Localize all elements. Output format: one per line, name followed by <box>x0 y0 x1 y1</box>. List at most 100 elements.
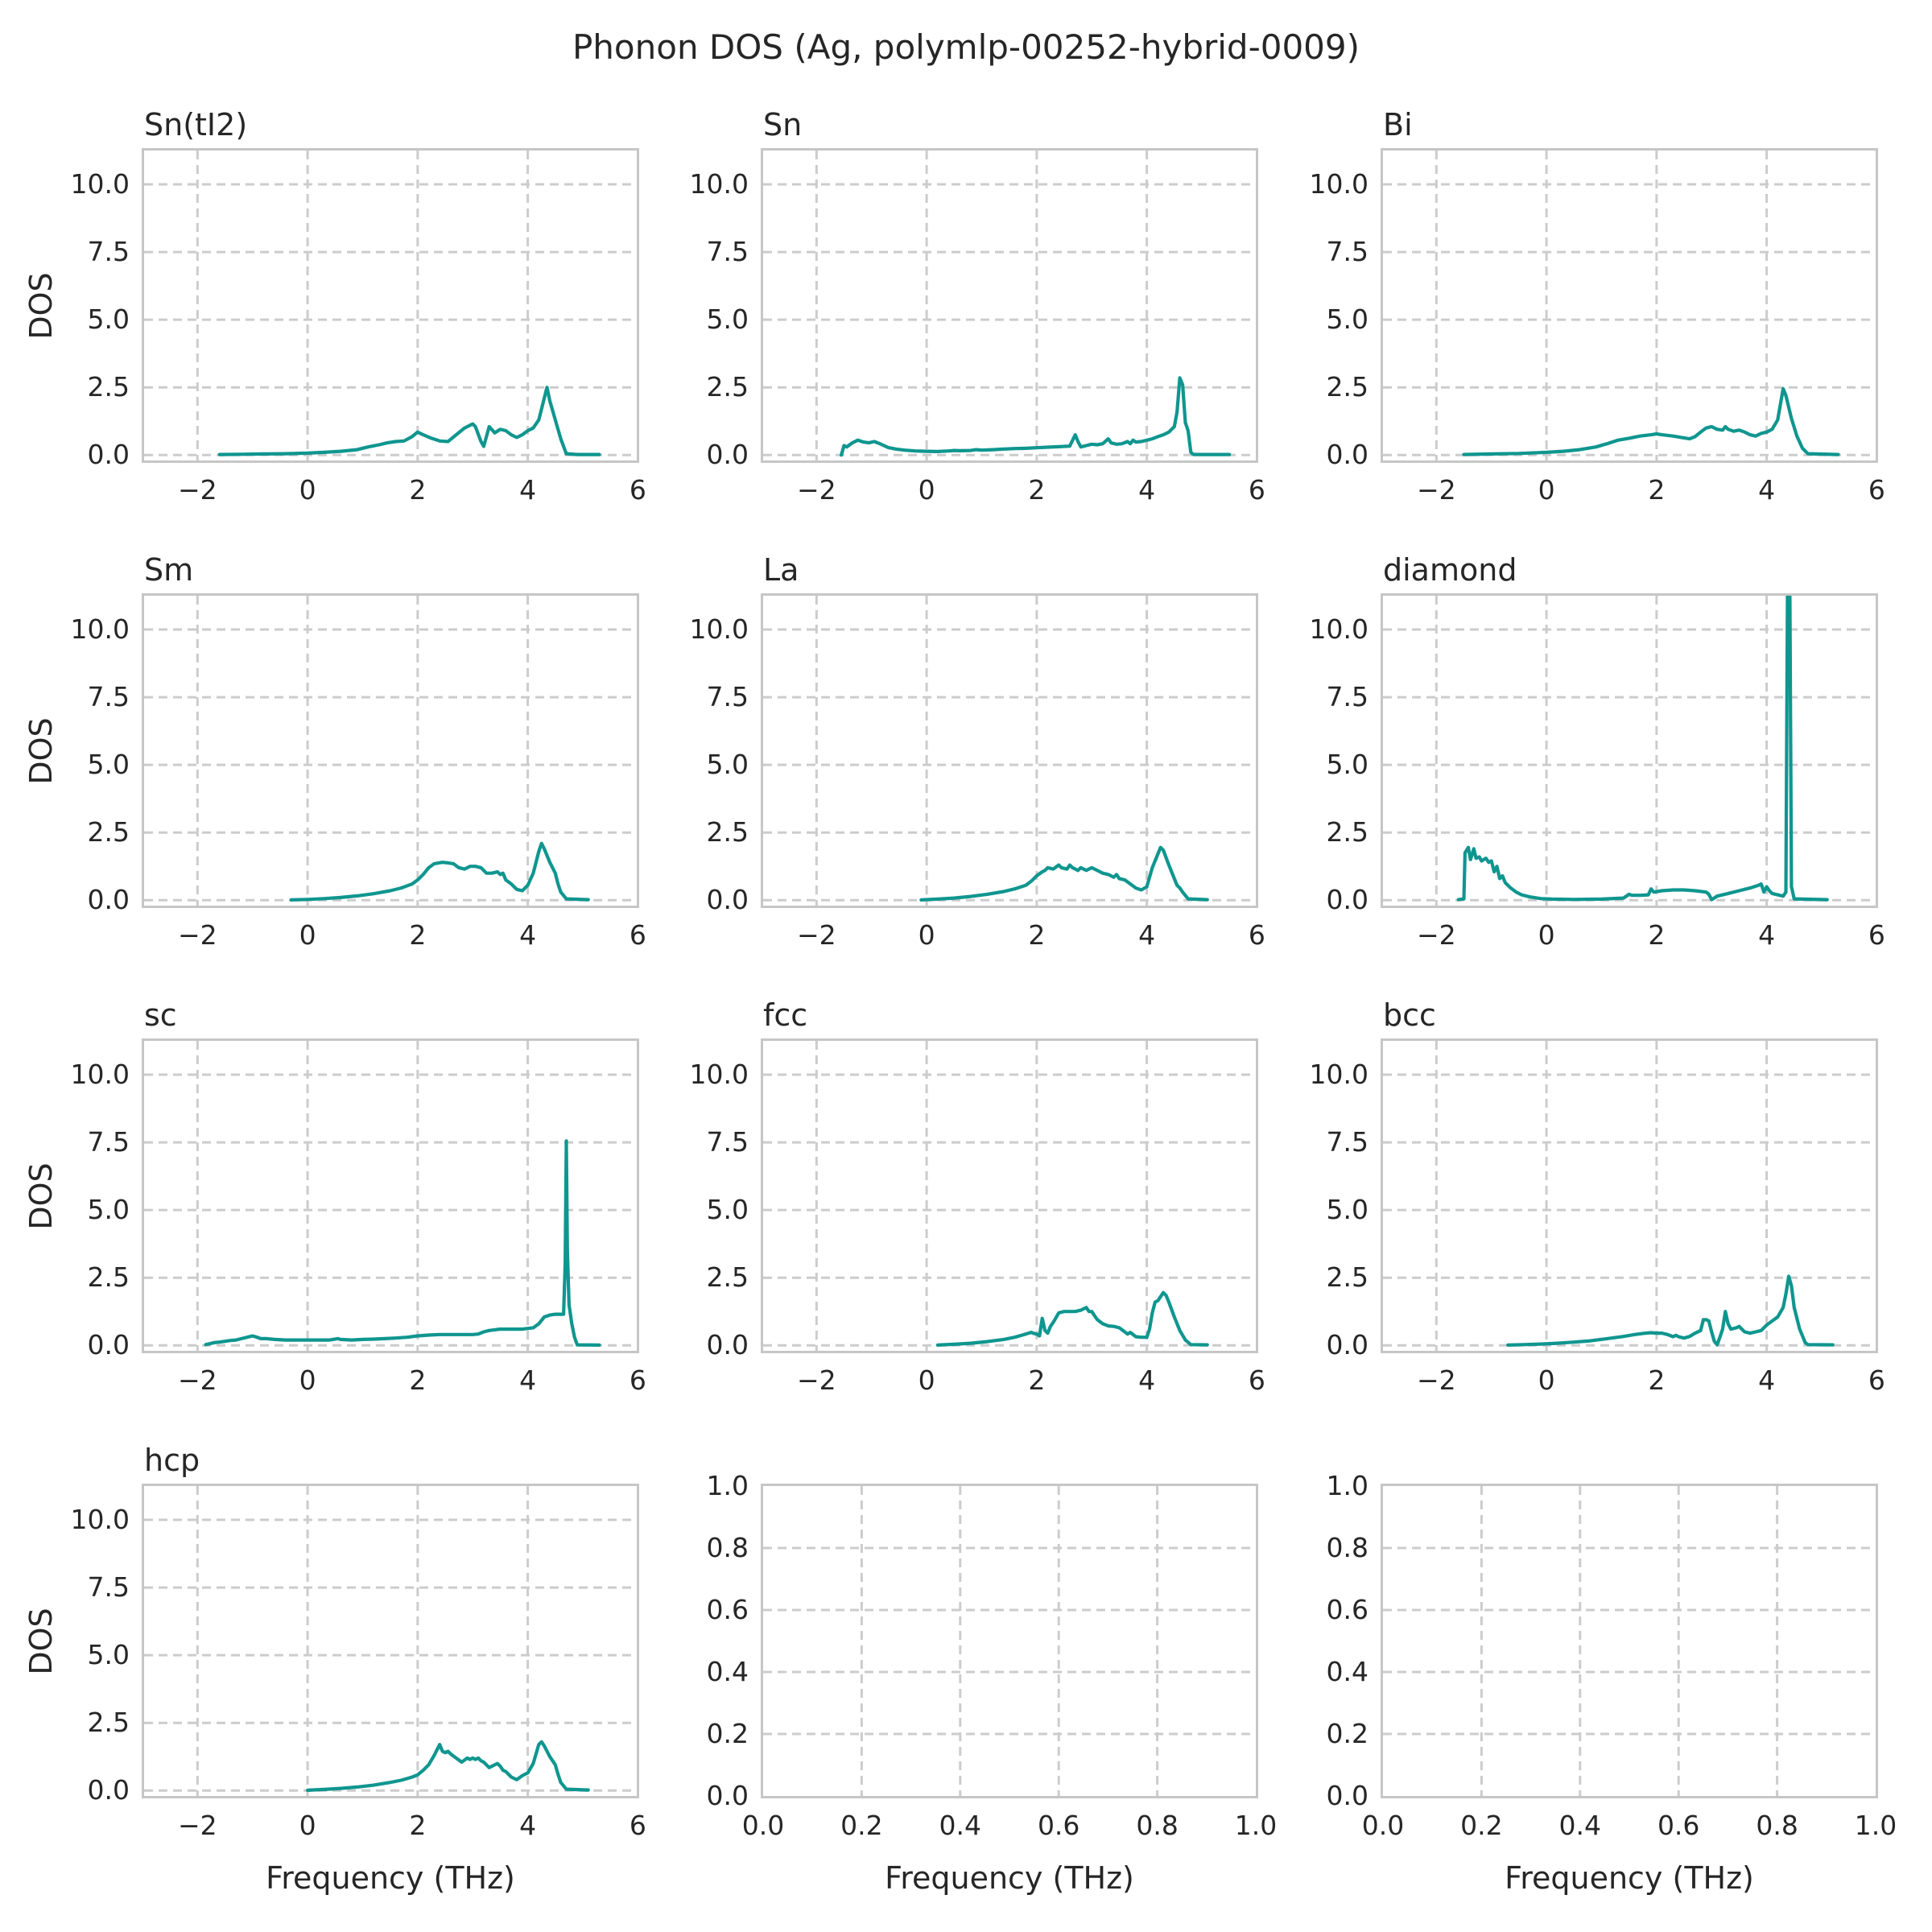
figure-title: Phonon DOS (Ag, polymlp-00252-hybrid-000… <box>572 27 1360 67</box>
x-tick-label-sc: 0 <box>299 1364 316 1396</box>
y-tick-label-sc: 10.0 <box>70 1059 130 1091</box>
x-tick-label-sc: −2 <box>178 1364 217 1396</box>
y-tick-label-sn: 2.5 <box>706 371 749 403</box>
x-axis-label-col1: Frequency (THz) <box>885 1860 1134 1896</box>
y-tick-label-sc: 2.5 <box>87 1261 130 1294</box>
y-tick-label-sm: 0.0 <box>87 884 130 916</box>
y-tick-label-empty-2: 0.0 <box>1326 1780 1368 1811</box>
x-tick-label-hcp: −2 <box>178 1810 217 1841</box>
y-tick-label-fcc: 10.0 <box>689 1059 749 1091</box>
y-axis-label-row3: DOS <box>23 1607 59 1675</box>
y-tick-label-sn-ti2: 5.0 <box>87 303 130 336</box>
y-tick-label-fcc: 2.5 <box>706 1261 749 1294</box>
x-tick-label-la: 0 <box>918 919 935 951</box>
y-tick-label-sn-ti2: 7.5 <box>87 236 130 268</box>
x-tick-label-sn: 0 <box>918 474 935 506</box>
subplot-title-sn: Sn <box>763 107 803 142</box>
dos-curve-bcc <box>1506 1274 1835 1347</box>
dos-curve-sn <box>840 376 1232 457</box>
axes-diamond <box>1381 593 1878 908</box>
x-tick-label-la: −2 <box>797 919 836 951</box>
y-tick-label-sc: 7.5 <box>87 1126 130 1158</box>
y-tick-label-empty-2: 0.4 <box>1326 1656 1368 1687</box>
plot-area-fcc <box>763 1041 1256 1351</box>
x-tick-label-fcc: 6 <box>1248 1364 1265 1396</box>
x-tick-label-sn-ti2: 4 <box>519 474 537 506</box>
axes-sn-ti2 <box>142 148 639 463</box>
subplot-title-fcc: fcc <box>763 997 808 1033</box>
y-tick-label-sn-ti2: 2.5 <box>87 371 130 403</box>
y-tick-label-empty-2: 1.0 <box>1326 1470 1368 1501</box>
x-tick-label-sm: 4 <box>519 919 537 951</box>
y-tick-label-empty-2: 0.6 <box>1326 1594 1368 1625</box>
x-tick-label-bi: −2 <box>1417 474 1456 506</box>
x-tick-label-bcc: 0 <box>1538 1364 1555 1396</box>
y-tick-label-diamond: 5.0 <box>1326 749 1368 781</box>
y-tick-label-sn-ti2: 0.0 <box>87 439 130 471</box>
x-tick-label-empty-1: 0.2 <box>840 1810 883 1841</box>
x-tick-label-sc: 4 <box>519 1364 537 1396</box>
y-tick-label-bi: 2.5 <box>1326 371 1368 403</box>
x-tick-label-diamond: 6 <box>1868 919 1885 951</box>
y-tick-label-bcc: 5.0 <box>1326 1194 1368 1226</box>
y-tick-label-fcc: 0.0 <box>706 1329 749 1361</box>
plot-area-sn <box>763 151 1256 460</box>
y-tick-label-bi: 7.5 <box>1326 236 1368 268</box>
y-tick-label-bi: 10.0 <box>1309 168 1368 200</box>
subplot-title-sm: Sm <box>144 552 194 588</box>
x-tick-label-empty-2: 0.6 <box>1657 1810 1700 1841</box>
x-tick-label-diamond: −2 <box>1417 919 1456 951</box>
x-tick-label-bi: 2 <box>1648 474 1666 506</box>
x-tick-label-hcp: 6 <box>629 1810 646 1841</box>
y-tick-label-bcc: 0.0 <box>1326 1329 1368 1361</box>
axes-la <box>761 593 1258 908</box>
x-tick-label-fcc: 4 <box>1138 1364 1156 1396</box>
x-tick-label-bi: 0 <box>1538 474 1555 506</box>
x-tick-label-sc: 6 <box>629 1364 646 1396</box>
subplot-title-sc: sc <box>144 997 177 1033</box>
subplot-title-la: La <box>763 552 799 588</box>
y-tick-label-bi: 5.0 <box>1326 303 1368 336</box>
plot-area-sc <box>144 1041 637 1351</box>
y-tick-label-sm: 2.5 <box>87 816 130 848</box>
axes-bcc <box>1381 1038 1878 1353</box>
y-tick-label-sn: 5.0 <box>706 303 749 336</box>
y-tick-label-diamond: 10.0 <box>1309 613 1368 646</box>
plot-area-la <box>763 596 1256 906</box>
x-tick-label-bcc: −2 <box>1417 1364 1456 1396</box>
x-tick-label-fcc: −2 <box>797 1364 836 1396</box>
x-tick-label-la: 4 <box>1138 919 1156 951</box>
x-tick-label-sm: −2 <box>178 919 217 951</box>
x-tick-label-sm: 6 <box>629 919 646 951</box>
x-tick-label-empty-2: 0.4 <box>1558 1810 1602 1841</box>
dos-curve-sn-ti2 <box>217 386 601 456</box>
plot-area-diamond <box>1383 596 1876 906</box>
x-tick-label-empty-1: 0.8 <box>1136 1810 1179 1841</box>
x-tick-label-empty-2: 0.8 <box>1756 1810 1798 1841</box>
y-tick-label-sm: 10.0 <box>70 613 130 646</box>
y-tick-label-bcc: 7.5 <box>1326 1126 1368 1158</box>
dos-curve-sc <box>204 1139 601 1347</box>
x-tick-label-sn: −2 <box>797 474 836 506</box>
plot-area-bi <box>1383 151 1876 460</box>
y-tick-label-fcc: 7.5 <box>706 1126 749 1158</box>
y-tick-label-sc: 5.0 <box>87 1194 130 1226</box>
y-tick-label-empty-2: 0.8 <box>1326 1532 1368 1563</box>
y-tick-label-bi: 0.0 <box>1326 439 1368 471</box>
y-tick-label-empty-2: 0.2 <box>1326 1718 1368 1749</box>
y-tick-label-sn: 7.5 <box>706 236 749 268</box>
x-tick-label-hcp: 0 <box>299 1810 316 1841</box>
y-tick-label-fcc: 5.0 <box>706 1194 749 1226</box>
x-tick-label-sn: 2 <box>1028 474 1046 506</box>
dos-curve-hcp <box>306 1740 590 1792</box>
subplot-title-bi: Bi <box>1383 107 1413 142</box>
x-tick-label-bcc: 6 <box>1868 1364 1885 1396</box>
subplot-title-diamond: diamond <box>1383 552 1517 588</box>
y-tick-label-empty-1: 0.8 <box>706 1532 749 1563</box>
y-tick-label-la: 7.5 <box>706 681 749 713</box>
x-tick-label-fcc: 2 <box>1028 1364 1046 1396</box>
y-tick-label-diamond: 7.5 <box>1326 681 1368 713</box>
y-tick-label-sm: 5.0 <box>87 749 130 781</box>
plot-area-hcp <box>144 1486 637 1796</box>
